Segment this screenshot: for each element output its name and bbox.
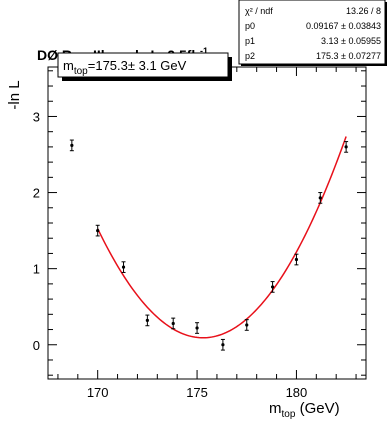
- x-tick-label: 180: [286, 385, 308, 400]
- data-point: [145, 318, 149, 323]
- axis-ticks: 170 175 180 0 1 2 3: [33, 67, 366, 400]
- data-point: [294, 257, 299, 262]
- stats-row-p2-name: p2: [245, 51, 255, 61]
- fit-curve-group: [97, 136, 347, 339]
- mtop-annotation: mtop=175.3± 3.1 GeV: [57, 52, 232, 81]
- mtop-annotation-box: [57, 52, 229, 78]
- fit-curve: [97, 136, 347, 339]
- stats-row-p2-value: 175.3 ± 0.07277: [316, 51, 381, 61]
- x-axis-label-unit: (GeV): [295, 400, 339, 417]
- stats-row-chi2-value: 13.26 / 8: [346, 6, 381, 16]
- data-point: [121, 265, 126, 269]
- mtop-annotation-text: mtop=175.3± 3.1 GeV: [63, 58, 187, 77]
- stats-row-chi2-name: χ² / ndf: [245, 6, 273, 16]
- stats-row-p1-name: p1: [245, 36, 255, 46]
- chart-title-sup: -1: [200, 46, 208, 56]
- data-points: [69, 139, 349, 351]
- data-point: [171, 321, 175, 326]
- x-axis-label-sub: top: [282, 409, 296, 420]
- data-point: [96, 229, 100, 233]
- data-point: [270, 285, 275, 289]
- y-tick-label: 0: [33, 338, 40, 353]
- mtop-annotation-rest: =175.3± 3.1 GeV: [88, 58, 187, 73]
- y-axis-label: -ln L: [6, 80, 23, 109]
- x-axis-label-main: m: [269, 400, 282, 417]
- x-axis-label: mtop (GeV): [269, 400, 340, 420]
- stats-row-p0-value: 0.09167 ± 0.03843: [306, 21, 381, 31]
- stats-row-p1-value: 3.13 ± 0.05955: [321, 36, 381, 46]
- y-tick-label: 3: [33, 109, 40, 124]
- data-point: [70, 143, 74, 147]
- plot-frame: [47, 66, 367, 380]
- y-tick-label: 2: [33, 186, 40, 201]
- fit-stats-frame: [238, 0, 386, 65]
- mtop-annotation-sub: top: [74, 66, 88, 77]
- data-point: [221, 343, 225, 347]
- x-tick-label: 175: [186, 385, 208, 400]
- fit-stats-box: χ² / ndf 13.26 / 8 p0 0.09167 ± 0.03843 …: [238, 0, 387, 66]
- mtop-annotation-main: m: [63, 58, 74, 73]
- x-tick-label: 170: [87, 385, 109, 400]
- y-tick-label: 1: [33, 262, 40, 277]
- stats-row-p0-name: p0: [245, 21, 255, 31]
- data-point: [318, 196, 322, 200]
- data-point: [195, 326, 199, 330]
- data-point: [344, 145, 348, 149]
- data-point: [245, 323, 249, 327]
